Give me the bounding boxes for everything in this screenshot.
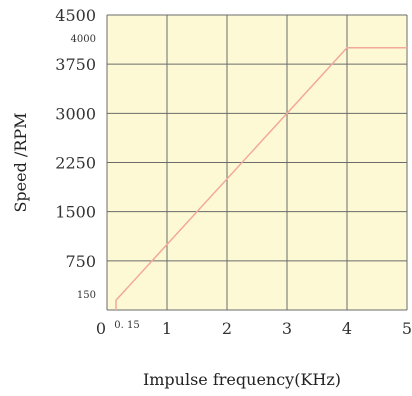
x-tick-label-4: 4 (342, 319, 352, 338)
y-tick-label-2: 2250 (55, 154, 96, 173)
y-tick-label-5: 4500 (55, 6, 96, 25)
x-tick-labels: 0 1 2 3 4 5 (96, 319, 412, 338)
y-tick-label-4: 3750 (55, 55, 96, 74)
x-annotation-label-0: 0. 15 (114, 320, 139, 331)
y-tick-label-1: 1500 (55, 203, 96, 222)
x-axis-title: Impulse frequency(KHz) (143, 370, 341, 389)
y-tick-label-0: 750 (65, 252, 96, 271)
series-group (115, 47, 407, 310)
annotations: 0. 15 150 4000 (71, 34, 140, 331)
y-axis-title: Speed /RPM (11, 112, 30, 212)
y-tick-label-3: 3000 (55, 104, 96, 123)
x-tick-label-2: 2 (222, 319, 232, 338)
x-tick-label-5: 5 (402, 319, 412, 338)
grid-lines (106, 14, 408, 311)
y-annotation-label-1: 150 (77, 290, 96, 301)
series-line-0 (115, 47, 407, 310)
y-tick-labels: 750 1500 2250 3000 3750 4500 (55, 6, 96, 271)
x-tick-label-0: 0 (96, 319, 106, 338)
y-annotation-label-2: 4000 (71, 34, 96, 45)
x-tick-label-1: 1 (162, 319, 172, 338)
x-tick-label-3: 3 (282, 319, 292, 338)
